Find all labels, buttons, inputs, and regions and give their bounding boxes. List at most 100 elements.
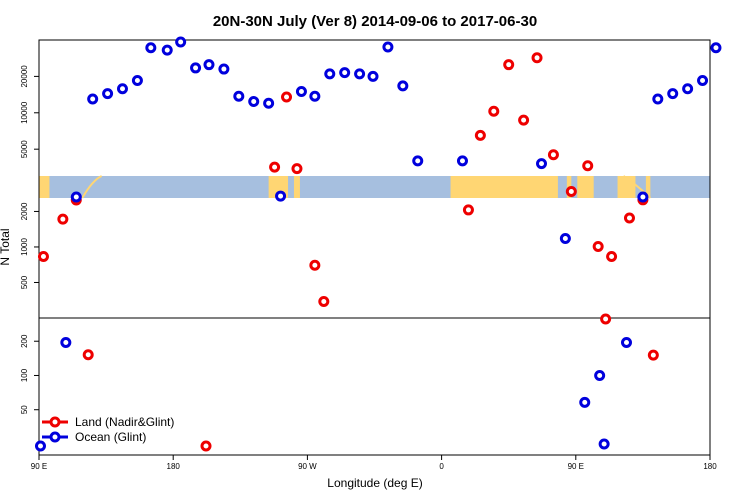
land-point — [309, 259, 321, 271]
ocean-point — [309, 90, 321, 102]
y-axis-ticks: 5000 10000 20000 500 1000 2000 50 100 200 — [20, 65, 39, 414]
land-point — [647, 349, 659, 361]
x-tick-label: 0 — [439, 462, 444, 471]
y-tick-label: 200 — [20, 334, 29, 348]
ocean-point — [263, 97, 275, 109]
land-point — [291, 163, 303, 175]
ocean-point — [354, 68, 366, 80]
y-tick-label: 5000 — [20, 140, 29, 158]
map-land — [645, 176, 651, 198]
ocean-point — [682, 83, 694, 95]
x-axis-ticks: 90 E 180 90 W 0 90 E 180 — [31, 455, 717, 471]
ocean-point — [203, 59, 215, 71]
land-point — [503, 59, 515, 71]
land-point — [474, 129, 486, 141]
ocean-point — [456, 155, 468, 167]
map-coast — [622, 175, 652, 199]
x-tick-label: 180 — [703, 462, 717, 471]
land-point — [592, 240, 604, 252]
ocean-point — [620, 336, 632, 348]
ocean-point — [145, 42, 157, 54]
y-tick-label: 10000 — [20, 101, 29, 124]
y-tick-label: 100 — [20, 368, 29, 382]
legend-ocean-marker — [49, 431, 61, 443]
ocean-point — [339, 67, 351, 79]
legend: Land (Nadir&Glint) Ocean (Glint) — [42, 415, 174, 444]
land-point — [582, 160, 594, 172]
ocean-point — [710, 42, 722, 54]
ocean-point — [412, 155, 424, 167]
map-land — [293, 176, 300, 198]
legend-item-ocean: Ocean (Glint) — [42, 430, 146, 444]
ocean-point — [275, 190, 287, 202]
ocean-point — [131, 74, 143, 86]
legend-item-land: Land (Nadir&Glint) — [42, 415, 174, 429]
ocean-point — [218, 63, 230, 75]
land-point — [200, 440, 212, 452]
ocean-point — [87, 93, 99, 105]
x-tick-label: 180 — [167, 462, 181, 471]
chart-title: 20N-30N July (Ver 8) 2014-09-06 to 2017-… — [213, 13, 537, 30]
ocean-point — [233, 90, 245, 102]
ocean-point — [117, 83, 129, 95]
ocean-point — [594, 369, 606, 381]
y-tick-label: 50 — [20, 405, 29, 414]
ocean-point — [559, 232, 571, 244]
ocean-point — [637, 191, 649, 203]
land-point — [565, 186, 577, 198]
data-points — [34, 36, 722, 452]
land-point — [488, 105, 500, 117]
ocean-point — [697, 74, 709, 86]
map-land — [577, 176, 594, 198]
land-point — [281, 91, 293, 103]
ocean-point — [190, 62, 202, 74]
land-point — [269, 161, 281, 173]
plot-frames — [38, 39, 711, 456]
plot-frame — [38, 39, 711, 456]
land-point — [600, 313, 612, 325]
land-point — [462, 204, 474, 216]
x-tick-label: 90 E — [568, 462, 584, 471]
land-point — [606, 251, 618, 263]
y-axis-label: N Total — [0, 228, 12, 265]
land-point — [531, 52, 543, 64]
ocean-point — [652, 93, 664, 105]
ocean-point — [367, 70, 379, 82]
ocean-point — [382, 41, 394, 53]
legend-land-label: Land (Nadir&Glint) — [75, 415, 174, 429]
ocean-point — [397, 80, 409, 92]
ocean-point — [102, 88, 114, 100]
ocean-point — [598, 438, 610, 450]
map-land — [39, 176, 50, 198]
legend-ocean-label: Ocean (Glint) — [75, 430, 146, 444]
legend-land-marker — [49, 416, 61, 428]
map-land — [617, 176, 636, 198]
ocean-point — [536, 158, 548, 170]
y-tick-label: 20000 — [20, 65, 29, 88]
ocean-point — [161, 44, 173, 56]
ocean-point — [248, 95, 260, 107]
land-point — [82, 349, 94, 361]
x-axis-label: Longitude (deg E) — [327, 476, 422, 490]
y-tick-label: 2000 — [20, 202, 29, 220]
land-point — [623, 212, 635, 224]
x-tick-label: 90 W — [298, 462, 317, 471]
land-point — [547, 149, 559, 161]
map-ocean — [39, 176, 710, 198]
ocean-point — [295, 85, 307, 97]
land-point — [37, 251, 49, 263]
land-point — [57, 213, 69, 225]
ocean-point — [579, 396, 591, 408]
ocean-point — [60, 336, 72, 348]
land-point — [318, 295, 330, 307]
ocean-point — [667, 88, 679, 100]
y-tick-label: 1000 — [20, 238, 29, 256]
map-band — [39, 175, 710, 199]
ocean-point — [175, 36, 187, 48]
map-land — [450, 176, 558, 198]
y-tick-label: 500 — [20, 275, 29, 289]
ocean-point — [70, 191, 82, 203]
x-tick-label: 90 E — [31, 462, 47, 471]
land-point — [518, 114, 530, 126]
